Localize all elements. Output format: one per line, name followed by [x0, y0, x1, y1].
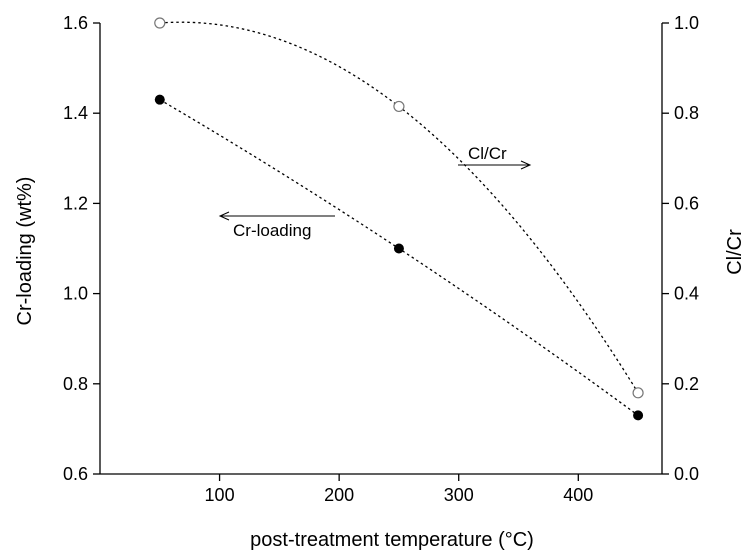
fit-curves: [159, 21, 639, 416]
y-axis-title: Cr-loading (wt%): [14, 177, 36, 326]
curve-cr-loading: [159, 99, 639, 416]
cr-loading-point: [154, 94, 165, 105]
y-tick-label: 1.0: [63, 284, 88, 304]
y2-tick-label: 0.2: [674, 374, 699, 394]
y2-tick-label: 0.4: [674, 284, 699, 304]
y-tick-label: 0.6: [63, 464, 88, 484]
y-tick-label: 1.2: [63, 193, 88, 213]
curve-clcr: [159, 21, 639, 394]
clcr-point: [632, 387, 644, 399]
annotation-clcr-label: Cl/Cr: [468, 144, 507, 163]
y2-tick-label: 0.0: [674, 464, 699, 484]
y-tick-label: 1.6: [63, 13, 88, 33]
x-tick-label: 300: [444, 485, 474, 505]
x-tick-label: 100: [205, 485, 235, 505]
clcr-point: [393, 100, 405, 113]
y2-tick-label: 0.6: [674, 193, 699, 213]
annotation-cr-loading-arrowhead: [218, 211, 230, 221]
cr-loading-point: [393, 243, 404, 254]
annotation-clcr-arrowhead: [520, 160, 532, 170]
annotation-cr-loading-label: Cr-loading: [233, 221, 311, 240]
y2-axis-title: Cl/Cr: [724, 229, 746, 275]
cr-loading-point: [633, 410, 644, 421]
y2-tick-label: 1.0: [674, 13, 699, 33]
x-tick-label: 200: [324, 485, 354, 505]
x-tick-label: 400: [563, 485, 593, 505]
data-points: [154, 17, 644, 421]
y-tick-label: 0.8: [63, 374, 88, 394]
y2-tick-label: 0.8: [674, 103, 699, 123]
annotations: Cl/Cr Cr-loading: [218, 144, 532, 240]
clcr-point: [154, 17, 166, 29]
y-tick-label: 1.4: [63, 103, 88, 123]
x-axis-title: post-treatment temperature (°C): [250, 529, 534, 551]
axes: 100 200 300 400 0.6 0.8 1.0 1.2 1.4 1.6 0.0 0.2 0.4 0…: [63, 13, 699, 505]
